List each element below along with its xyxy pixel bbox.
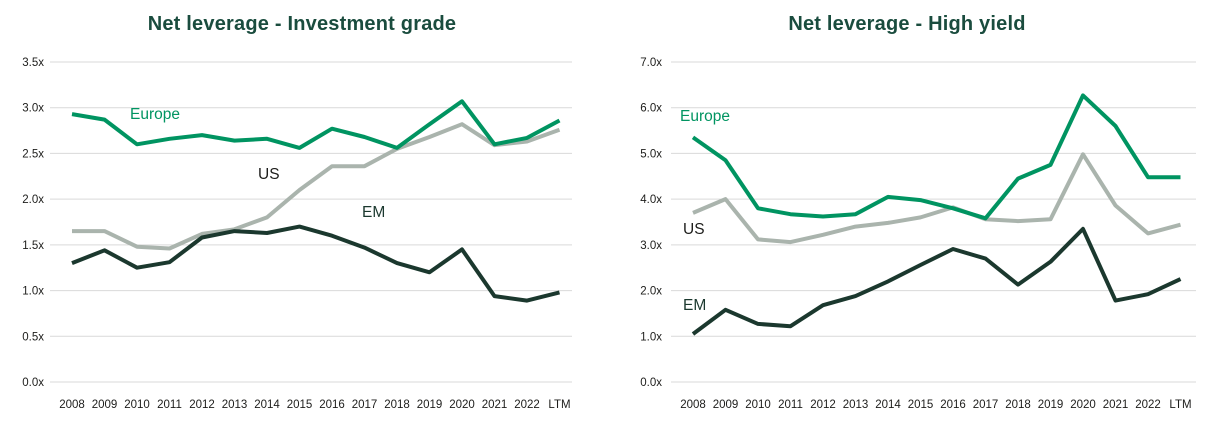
- x-tick-label: 2015: [287, 399, 313, 411]
- series-line-em: [691, 226, 1182, 336]
- x-tick-label: 2008: [59, 399, 85, 411]
- x-tick-label: 2020: [449, 399, 475, 411]
- y-tick-label: 7.0x: [640, 57, 662, 69]
- y-tick-label: 3.5x: [22, 57, 44, 69]
- x-tick-label: 2013: [843, 399, 869, 411]
- y-tick-label: 4.0x: [640, 194, 662, 206]
- x-tick-label: 2019: [1038, 399, 1064, 411]
- x-tick-label: 2017: [352, 399, 378, 411]
- chart-title-investment-grade: Net leverage - Investment grade: [147, 13, 457, 35]
- y-tick-label: 2.0x: [640, 286, 662, 298]
- series-line-us: [692, 152, 1182, 245]
- series-line-europe: [71, 99, 561, 150]
- x-tick-label: 2012: [189, 399, 215, 411]
- series-label-em: EM: [362, 204, 385, 221]
- y-tick-label: 2.0x: [22, 194, 44, 206]
- y-tick-label: 0.0x: [640, 377, 662, 389]
- x-tick-label: 2019: [417, 399, 443, 411]
- y-tick-label: 1.0x: [640, 331, 662, 343]
- chart-panel-investment-grade: Net leverage - Investment grade 0.0x 0.5x…: [0, 0, 604, 422]
- y-tick-label: 6.0x: [640, 103, 662, 115]
- x-tick-label: 2011: [778, 399, 803, 411]
- x-tick-label: 2015: [908, 399, 934, 411]
- y-tick-label: 1.0x: [22, 286, 44, 298]
- y-tick-label: 0.5x: [22, 331, 44, 343]
- y-tick-label: 3.0x: [640, 240, 662, 252]
- chart-panel-high-yield: Net leverage - High yield 0.0x 1.0x 2.0x 3.…: [605, 0, 1209, 422]
- series-label-em: EM: [683, 297, 706, 314]
- x-tick-label: 2012: [810, 399, 836, 411]
- y-tick-label: 5.0x: [640, 148, 662, 160]
- chart-title-high-yield: Net leverage - High yield: [788, 13, 1026, 35]
- x-tick-label: 2014: [875, 399, 901, 411]
- series-label-us: US: [683, 221, 705, 238]
- series-label-us: US: [258, 166, 280, 183]
- x-tick-label: 2011: [157, 399, 182, 411]
- x-tick-label: 2010: [745, 399, 771, 411]
- x-tick-label: 2013: [222, 399, 248, 411]
- series-line-europe: [691, 93, 1181, 221]
- x-tick-label: 2009: [92, 399, 118, 411]
- series-line-us: [72, 122, 561, 251]
- x-tick-label: 2014: [254, 399, 280, 411]
- series-label-europe: Europe: [130, 106, 180, 123]
- x-tick-label: 2017: [973, 399, 999, 411]
- x-tick-label: LTM: [1169, 399, 1191, 411]
- x-tick-label: 2021: [482, 399, 508, 411]
- series-line-em: [71, 224, 560, 303]
- x-tick-label: 2016: [940, 399, 966, 411]
- line-chart-investment-grade: 0.0x 0.5x 1.0x 1.5x 2.0x 2.5x 3.0x 3.5x 2008 2009…: [22, 57, 572, 411]
- y-tick-label: 3.0x: [22, 103, 44, 115]
- x-tick-label: 2016: [319, 399, 345, 411]
- x-tick-label: 2018: [1005, 399, 1031, 411]
- x-tick-label: 2010: [124, 399, 150, 411]
- x-tick-label: 2021: [1103, 399, 1129, 411]
- x-tick-label: 2020: [1070, 399, 1096, 411]
- x-tick-label: 2022: [1135, 399, 1161, 411]
- series-label-europe: Europe: [680, 108, 730, 125]
- x-tick-label: 2018: [384, 399, 410, 411]
- x-tick-label: 2022: [514, 399, 540, 411]
- y-tick-label: 2.5x: [22, 148, 44, 160]
- y-tick-label: 0.0x: [22, 377, 44, 389]
- x-tick-label: 2009: [713, 399, 739, 411]
- x-tick-label: LTM: [548, 399, 570, 411]
- x-tick-label: 2008: [680, 399, 706, 411]
- line-chart-high-yield: 0.0x 1.0x 2.0x 3.0x 4.0x 5.0x 6.0x 7.0x 2008 2009…: [640, 57, 1196, 411]
- y-tick-label: 1.5x: [22, 240, 44, 252]
